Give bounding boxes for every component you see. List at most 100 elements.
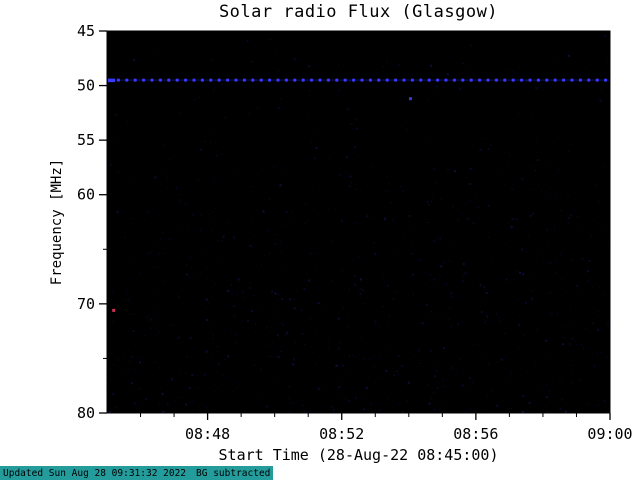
noise-speckle [218, 404, 219, 406]
noise-speckle [387, 323, 389, 325]
rfi-line-dot [301, 78, 305, 82]
noise-speckle [314, 302, 316, 304]
noise-speckle [289, 410, 291, 413]
noise-speckle [318, 189, 320, 190]
noise-speckle [584, 66, 586, 68]
rfi-line-dot [368, 78, 372, 82]
noise-speckle [490, 261, 492, 263]
noise-speckle [549, 261, 552, 264]
noise-speckle [419, 346, 421, 348]
noise-speckle [374, 345, 376, 347]
noise-speckle [277, 107, 280, 110]
rfi-line-start-blob [108, 78, 115, 83]
noise-speckle [449, 246, 451, 248]
noise-speckle [510, 407, 512, 409]
noise-speckle [535, 260, 537, 261]
noise-speckle [354, 146, 357, 148]
noise-speckle [465, 177, 467, 178]
noise-speckle [515, 218, 518, 221]
noise-speckle [419, 362, 421, 364]
noise-speckle [132, 260, 135, 263]
noise-speckle [260, 368, 262, 370]
noise-speckle [353, 175, 355, 177]
noise-speckle [472, 222, 475, 224]
rfi-line-dot [268, 78, 272, 82]
noise-speckle [549, 195, 551, 197]
noise-speckle [597, 310, 599, 312]
noise-speckle [461, 280, 464, 283]
noise-speckle [362, 358, 364, 360]
noise-speckle [251, 310, 254, 312]
y-tick-label: 80 [77, 404, 95, 422]
noise-speckle [243, 298, 245, 300]
noise-speckle [207, 87, 209, 88]
noise-speckle [598, 201, 600, 203]
noise-speckle [127, 121, 128, 122]
noise-speckle [429, 228, 430, 230]
noise-speckle [549, 396, 551, 397]
noise-speckle [381, 403, 383, 405]
noise-speckle [281, 322, 283, 325]
noise-speckle [204, 363, 206, 365]
noise-speckle [200, 229, 203, 232]
noise-speckle [262, 210, 265, 213]
noise-speckle [488, 363, 490, 364]
noise-speckle [328, 118, 330, 119]
noise-speckle [156, 306, 157, 308]
noise-speckle [127, 277, 129, 279]
noise-speckle [561, 279, 563, 280]
noise-speckle [133, 58, 135, 61]
noise-speckle [447, 306, 448, 308]
noise-speckle [576, 226, 578, 228]
noise-speckle [316, 387, 318, 389]
x-axis-label: Start Time (28-Aug-22 08:45:00) [218, 446, 499, 464]
noise-speckle [370, 165, 372, 167]
noise-speckle [567, 54, 570, 57]
noise-speckle [253, 364, 256, 367]
noise-speckle [607, 378, 609, 380]
noise-speckle [169, 238, 171, 240]
noise-speckle [470, 407, 473, 409]
noise-speckle [362, 289, 365, 292]
noise-speckle [592, 322, 595, 324]
noise-speckle [602, 208, 604, 210]
noise-speckle [209, 212, 211, 214]
noise-speckle [485, 292, 488, 295]
noise-speckle [291, 97, 293, 99]
noise-speckle [575, 309, 577, 311]
noise-speckle [148, 315, 150, 317]
noise-speckle [422, 311, 425, 314]
noise-speckle [179, 200, 181, 202]
noise-speckle [180, 227, 182, 228]
noise-speckle [563, 337, 564, 338]
noise-speckle [273, 284, 275, 286]
noise-speckle [555, 271, 557, 273]
noise-speckle [577, 216, 578, 218]
noise-speckle [226, 332, 228, 334]
noise-speckle [324, 189, 326, 191]
noise-speckle [433, 56, 434, 58]
rfi-line-dot [486, 78, 490, 82]
noise-speckle [428, 316, 430, 318]
rfi-line-dot [167, 78, 171, 82]
noise-speckle [395, 371, 397, 372]
noise-speckle [180, 113, 182, 115]
noise-speckle [562, 343, 564, 346]
noise-speckle [511, 188, 513, 190]
noise-speckle [133, 402, 136, 405]
noise-speckle [198, 179, 200, 181]
noise-speckle [530, 225, 532, 227]
noise-speckle [602, 400, 604, 402]
noise-speckle [398, 382, 400, 384]
noise-speckle [175, 124, 177, 125]
noise-speckle [181, 396, 184, 399]
noise-speckle [314, 67, 316, 69]
noise-speckle [271, 290, 274, 293]
noise-speckle [485, 301, 487, 303]
noise-speckle [506, 232, 508, 234]
noise-speckle [486, 315, 489, 318]
noise-speckle [112, 321, 114, 323]
noise-speckle [546, 411, 549, 414]
noise-speckle [560, 195, 562, 197]
bg-subtracted-note: BG subtracted [196, 467, 271, 479]
